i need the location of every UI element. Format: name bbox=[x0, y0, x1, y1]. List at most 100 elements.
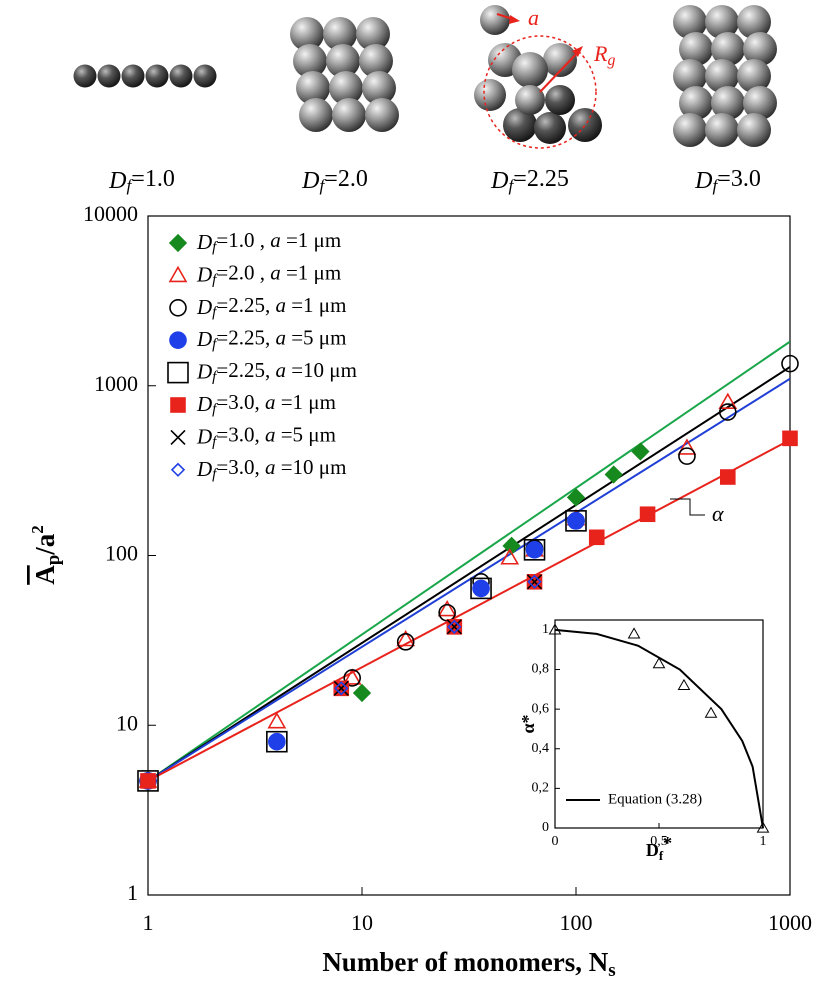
inset-y-label: α* bbox=[518, 714, 538, 733]
inset-legend-label: Equation (3.28) bbox=[608, 791, 702, 807]
sphere bbox=[299, 98, 333, 132]
marker bbox=[704, 706, 718, 718]
sphere bbox=[705, 59, 739, 93]
marker bbox=[527, 574, 542, 589]
legend-label: Df=3.0, a =1 μm bbox=[196, 390, 336, 418]
legend-label: Df=1.0 , a =1 μm bbox=[196, 228, 341, 256]
inset-y-tick-label: 0,6 bbox=[532, 701, 550, 716]
legend-marker bbox=[170, 397, 186, 413]
marker bbox=[396, 629, 416, 647]
marker bbox=[137, 770, 159, 792]
sphere bbox=[743, 86, 777, 120]
inset-y-tick-label: 0,4 bbox=[532, 741, 550, 756]
marker bbox=[631, 442, 650, 461]
marker bbox=[567, 512, 585, 530]
marker bbox=[677, 678, 691, 690]
sphere bbox=[356, 17, 390, 51]
marker bbox=[525, 541, 544, 559]
label-part: A bbox=[30, 565, 60, 585]
sphere bbox=[512, 52, 548, 88]
a-arrowhead bbox=[509, 15, 520, 24]
sphere bbox=[480, 5, 510, 35]
marker bbox=[588, 529, 605, 546]
marker bbox=[446, 619, 462, 635]
sphere bbox=[326, 44, 360, 78]
marker bbox=[343, 669, 362, 687]
sphere bbox=[73, 64, 97, 88]
marker bbox=[627, 627, 641, 639]
label-part: * bbox=[663, 833, 672, 853]
sphere bbox=[290, 17, 324, 51]
label-part: Number of monomers, N bbox=[322, 947, 608, 977]
rg-arrowhead bbox=[572, 46, 583, 57]
label-part: f bbox=[659, 848, 664, 863]
sphere bbox=[169, 64, 193, 88]
fit-line bbox=[148, 340, 790, 782]
label-part: 2 bbox=[28, 525, 47, 534]
x-tick-label: 1000 bbox=[768, 910, 812, 935]
sphere bbox=[705, 113, 739, 147]
sphere bbox=[359, 44, 393, 78]
sphere bbox=[711, 32, 745, 66]
legend-label: Df=3.0, a =5 μm bbox=[196, 422, 336, 450]
marker bbox=[437, 599, 457, 617]
annotation-leader bbox=[670, 498, 705, 516]
sphere bbox=[568, 108, 602, 142]
gyration-radius-label: Rg bbox=[593, 41, 615, 68]
marker bbox=[342, 668, 362, 685]
marker bbox=[718, 403, 737, 421]
marker bbox=[652, 657, 666, 669]
inset-x-tick-label: 0 bbox=[552, 834, 559, 849]
sphere bbox=[329, 71, 363, 105]
sphere bbox=[679, 86, 713, 120]
structure-label: Df=3.0 bbox=[694, 165, 761, 195]
marker bbox=[268, 732, 286, 751]
legend-marker bbox=[167, 361, 189, 384]
marker bbox=[140, 773, 156, 789]
sphere bbox=[737, 59, 771, 93]
sphere bbox=[323, 17, 357, 51]
inset-y-tick-label: 0 bbox=[542, 820, 549, 835]
inset-y-tick-label: 0,2 bbox=[532, 781, 550, 796]
sphere bbox=[362, 71, 396, 105]
sphere bbox=[503, 108, 537, 142]
marker bbox=[523, 539, 546, 561]
sphere bbox=[673, 59, 707, 93]
legend-marker bbox=[169, 331, 187, 350]
inset-frame bbox=[554, 619, 764, 829]
inset-x-tick-label: 0,5 bbox=[650, 834, 668, 849]
sphere bbox=[737, 113, 771, 147]
rg-arrow bbox=[539, 49, 581, 93]
marker bbox=[781, 354, 799, 373]
legend-marker bbox=[170, 429, 186, 445]
y-tick-label: 1 bbox=[127, 880, 138, 905]
marker bbox=[566, 488, 586, 507]
marker bbox=[267, 712, 287, 729]
sphere bbox=[711, 86, 745, 120]
marker bbox=[352, 683, 372, 703]
marker bbox=[756, 821, 770, 833]
x-tick-label: 10 bbox=[351, 910, 373, 935]
sphere bbox=[545, 85, 575, 115]
sphere bbox=[145, 64, 169, 88]
marker bbox=[565, 510, 587, 532]
sphere bbox=[97, 64, 121, 88]
inset-y-tick-label: 1 bbox=[542, 622, 549, 637]
label-part: /a bbox=[30, 533, 60, 556]
marker bbox=[604, 465, 623, 484]
structure-label: Df=2.0 bbox=[301, 165, 368, 195]
y-tick-label: 1000 bbox=[94, 371, 138, 396]
monomer-radius-label: a bbox=[528, 5, 539, 30]
legend-marker bbox=[168, 265, 188, 283]
sphere bbox=[737, 5, 771, 39]
sphere bbox=[332, 98, 366, 132]
sphere bbox=[743, 32, 777, 66]
sphere bbox=[673, 113, 707, 147]
legend-label: Df=2.0 , a =1 μm bbox=[196, 260, 341, 288]
legend-marker bbox=[170, 462, 186, 477]
label-part: p bbox=[43, 555, 64, 566]
inset-y-tick-label: 0,8 bbox=[532, 662, 550, 677]
inset-x-label: Df* bbox=[646, 833, 672, 863]
sphere bbox=[515, 85, 545, 115]
